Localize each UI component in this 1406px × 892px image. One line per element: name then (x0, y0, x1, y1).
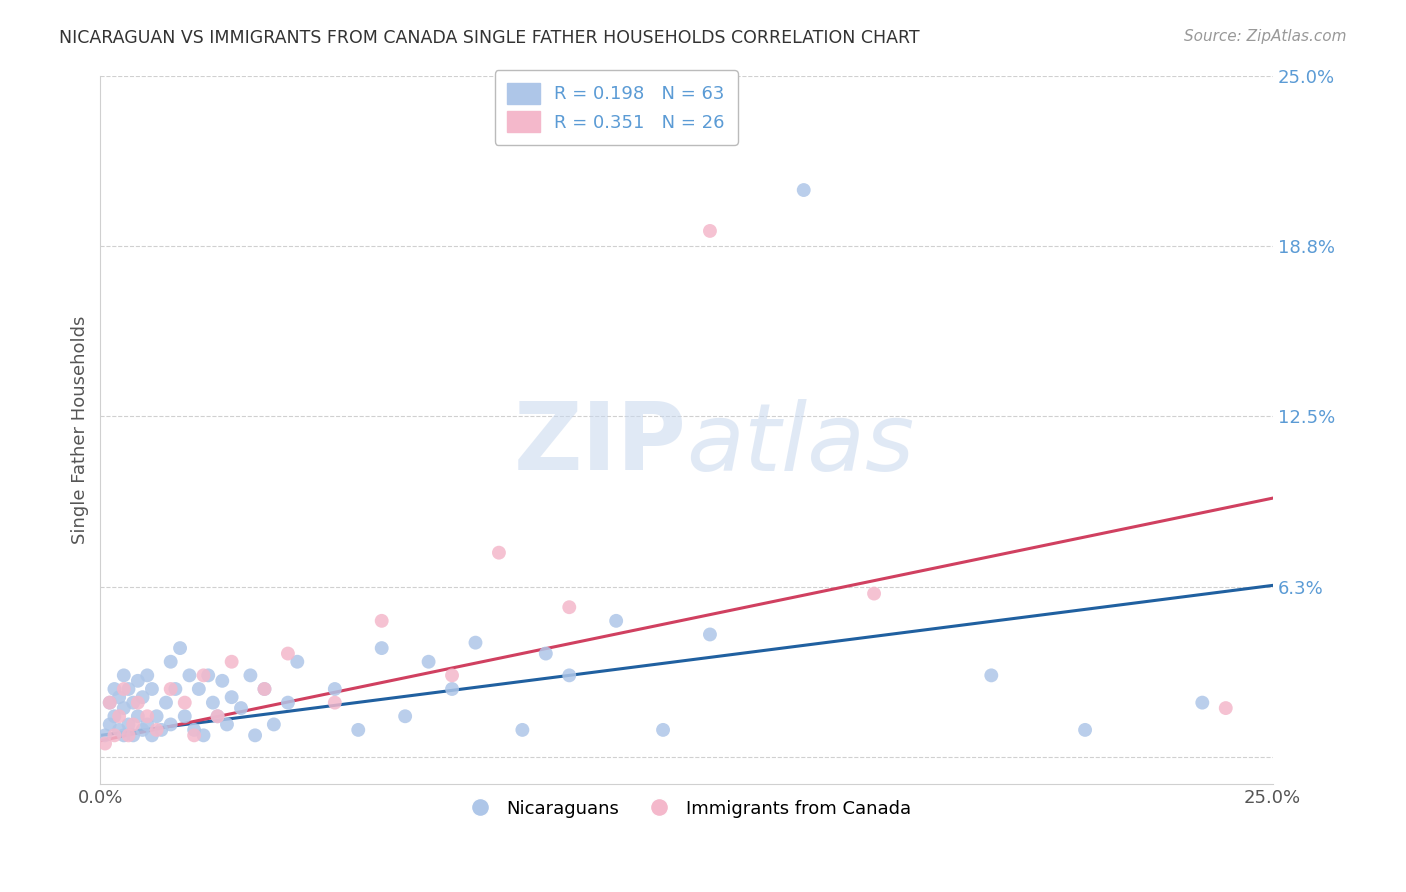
Text: Source: ZipAtlas.com: Source: ZipAtlas.com (1184, 29, 1347, 44)
Point (699, 224, 721, 238)
Point (131, 723, 153, 737)
Point (136, 717, 159, 731)
Point (150, 723, 173, 737)
Point (108, 709, 131, 723)
Point (441, 668, 464, 682)
Point (141, 681, 163, 696)
Point (512, 723, 534, 737)
Point (112, 681, 135, 696)
Point (201, 696, 224, 710)
Point (211, 673, 233, 688)
Point (277, 647, 299, 661)
Point (94, 728, 117, 742)
Point (131, 690, 153, 705)
Point (1074, 723, 1097, 737)
Point (699, 627, 721, 641)
Point (98, 717, 121, 731)
Point (488, 546, 510, 560)
Point (263, 717, 285, 731)
Point (165, 681, 187, 696)
Point (141, 728, 163, 742)
Point (323, 696, 346, 710)
Point (370, 641, 392, 656)
Point (183, 723, 205, 737)
Point (145, 723, 167, 737)
Point (94, 737, 117, 751)
Point (127, 696, 149, 710)
Point (103, 681, 125, 696)
Point (239, 668, 262, 682)
Point (136, 668, 159, 682)
Point (1215, 701, 1237, 715)
Point (173, 696, 195, 710)
Point (159, 681, 181, 696)
Point (253, 681, 276, 696)
Point (187, 681, 209, 696)
Point (441, 681, 464, 696)
Point (179, 668, 201, 682)
Point (464, 635, 486, 649)
Point (108, 723, 131, 737)
Point (863, 586, 886, 600)
Point (127, 673, 149, 688)
Point (207, 709, 229, 723)
Point (173, 709, 195, 723)
Point (193, 728, 215, 742)
Point (243, 728, 266, 742)
Point (193, 668, 215, 682)
Point (112, 668, 135, 682)
Text: NICARAGUAN VS IMMIGRANTS FROM CANADA SINGLE FATHER HOUSEHOLDS CORRELATION CHART: NICARAGUAN VS IMMIGRANTS FROM CANADA SIN… (59, 29, 920, 46)
Point (127, 709, 149, 723)
Point (145, 709, 167, 723)
Point (558, 600, 581, 615)
Point (215, 717, 238, 731)
Point (159, 655, 181, 669)
Point (112, 728, 135, 742)
Point (253, 681, 276, 696)
Point (122, 728, 145, 742)
Point (558, 668, 581, 682)
Point (534, 647, 557, 661)
Point (117, 728, 139, 742)
Y-axis label: Single Father Households: Single Father Households (72, 316, 89, 544)
Point (323, 681, 346, 696)
Point (117, 681, 139, 696)
Point (112, 701, 135, 715)
Point (221, 690, 243, 705)
Point (98, 696, 121, 710)
Point (108, 690, 131, 705)
Point (221, 655, 243, 669)
Point (285, 655, 308, 669)
Point (229, 701, 252, 715)
Point (418, 655, 440, 669)
Point (183, 728, 205, 742)
Text: ZIP: ZIP (513, 398, 686, 490)
Point (103, 709, 125, 723)
Point (103, 728, 125, 742)
Point (159, 717, 181, 731)
Point (347, 723, 370, 737)
Point (117, 717, 139, 731)
Point (277, 696, 299, 710)
Point (197, 668, 219, 682)
Point (394, 709, 416, 723)
Point (370, 614, 392, 628)
Point (122, 717, 145, 731)
Text: atlas: atlas (686, 399, 915, 490)
Point (98, 696, 121, 710)
Point (652, 723, 675, 737)
Legend: Nicaraguans, Immigrants from Canada: Nicaraguans, Immigrants from Canada (454, 793, 918, 825)
Point (122, 696, 145, 710)
Point (136, 709, 159, 723)
Point (605, 614, 627, 628)
Point (155, 696, 177, 710)
Point (980, 668, 1002, 682)
Point (207, 709, 229, 723)
Point (793, 183, 815, 197)
Point (169, 641, 191, 656)
Point (1191, 696, 1213, 710)
